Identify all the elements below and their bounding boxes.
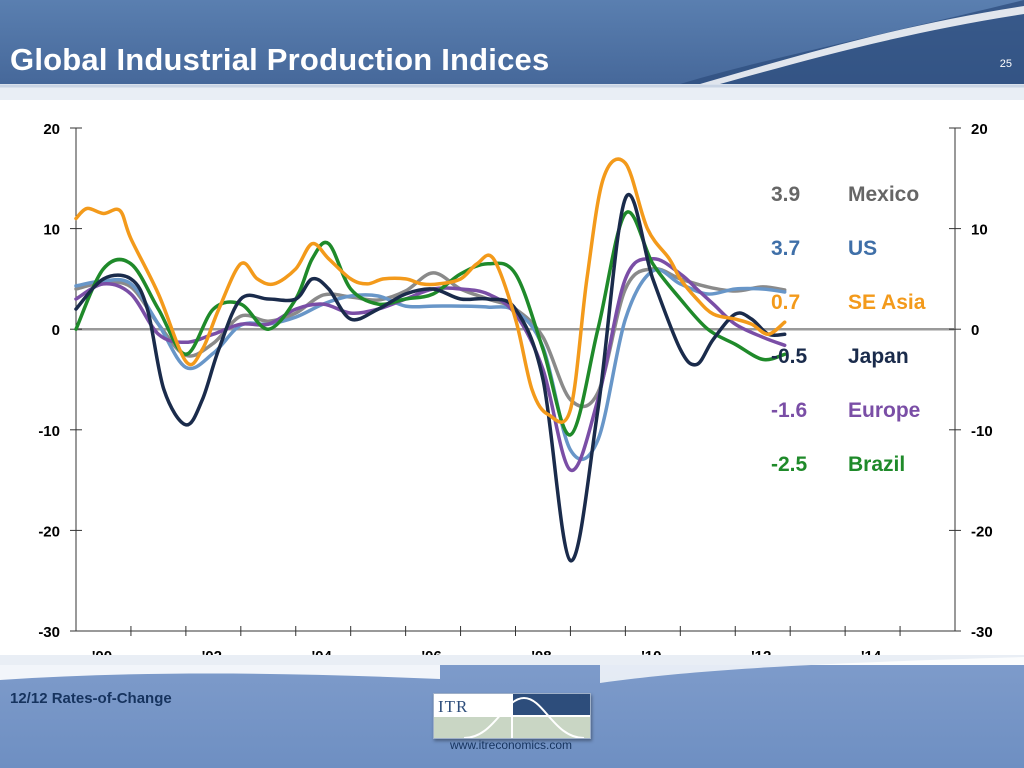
legend-value-se-asia: 0.7 [771, 291, 800, 314]
y-tick-label-left: 20 [43, 121, 60, 138]
legend-name-japan: Japan [848, 345, 909, 368]
series-line-brazil [74, 210, 787, 437]
series-line-mexico [74, 266, 787, 409]
footer-swoosh [0, 655, 1024, 683]
itr-logo: ITR TM [433, 693, 591, 739]
footer: 12/12 Rates-of-Change ITR TM www.itrecon… [0, 655, 1024, 768]
y-tick-label-right: -30 [971, 624, 993, 641]
series-line-europe [74, 257, 787, 472]
series-line-us [74, 267, 787, 461]
page-number: 25 [999, 58, 1012, 70]
y-tick-label-left: 10 [43, 222, 60, 239]
footer-caption: 12/12 Rates-of-Change [10, 690, 172, 707]
logo-tm: TM [578, 695, 587, 701]
series-line-japan [74, 193, 787, 563]
legend-name-us: US [848, 237, 877, 260]
footer-url[interactable]: www.itreconomics.com [449, 738, 573, 752]
y-tick-label-right: -10 [971, 423, 993, 440]
legend-value-mexico: 3.9 [771, 183, 800, 206]
legend-name-brazil: Brazil [848, 453, 905, 476]
logo-graphic [434, 694, 590, 739]
y-tick-label-right: 10 [971, 222, 988, 239]
legend-name-se-asia: SE Asia [848, 291, 926, 314]
series-line-se-asia [74, 157, 787, 424]
y-tick-label-left: -20 [38, 523, 60, 540]
legend-value-europe: -1.6 [771, 399, 807, 422]
y-tick-label-left: -10 [38, 423, 60, 440]
legend-name-mexico: Mexico [848, 183, 919, 206]
y-tick-label-right: -20 [971, 523, 993, 540]
page-title: Global Industrial Production Indices [10, 42, 550, 77]
legend-value-us: 3.7 [771, 237, 800, 260]
y-tick-label-right: 0 [971, 322, 979, 339]
legend-name-europe: Europe [848, 399, 920, 422]
logo-text: ITR [438, 697, 469, 716]
legend-value-japan: -0.5 [771, 345, 808, 368]
y-tick-label-left: -30 [38, 624, 60, 641]
y-tick-label-right: 20 [971, 121, 988, 138]
header-swoosh [0, 0, 1024, 100]
legend-value-brazil: -2.5 [771, 453, 808, 476]
y-tick-label-left: 0 [52, 322, 60, 339]
